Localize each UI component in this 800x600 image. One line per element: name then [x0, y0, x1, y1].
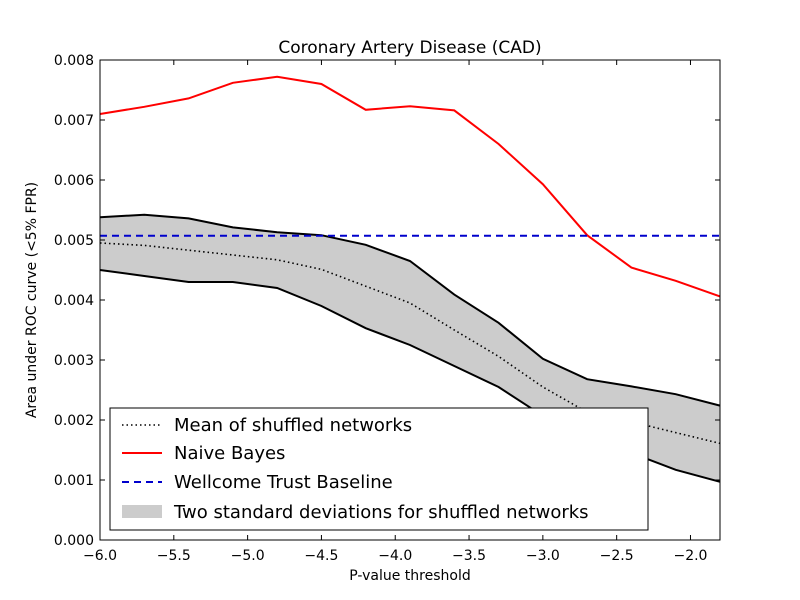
chart-title: Coronary Artery Disease (CAD): [278, 38, 541, 58]
x-axis-label: P-value threshold: [349, 568, 470, 584]
x-tick-label: −2.0: [673, 548, 707, 564]
x-tick-label: −4.5: [304, 548, 338, 564]
legend-box: [109, 407, 649, 531]
x-tick-label: −5.5: [157, 548, 191, 564]
y-tick-label: 0.007: [54, 113, 94, 129]
legend-baseline-label: Wellcome Trust Baseline: [174, 472, 393, 493]
x-tick-label: −2.5: [600, 548, 634, 564]
x-tick-label: −4.0: [378, 548, 412, 564]
x-tick-label: −3.0: [526, 548, 560, 564]
y-tick-label: 0.006: [54, 173, 94, 189]
mean-shuffled-line: [99, 242, 721, 445]
y-tick-label: 0.001: [54, 473, 94, 489]
y-tick-label: 0.002: [54, 413, 94, 429]
axis-ticks: −6.0 −5.5 −5.0 −4.5 −4.0 −3.5 −3.0 −2.5 −2.0 0.00…: [54, 53, 720, 564]
std-band-upper-line: [99, 213, 721, 407]
naive-bayes-line: [99, 75, 721, 298]
y-axis-label: Area under ROC curve (<5% FPR): [24, 182, 40, 418]
y-tick-label: 0.008: [54, 53, 94, 69]
y-tick-label: 0.005: [54, 233, 94, 249]
legend-naive-bayes-label: Naive Bayes: [174, 443, 285, 464]
x-tick-label: −5.0: [231, 548, 265, 564]
legend-band-swatch: [122, 505, 162, 518]
y-tick-label: 0.000: [54, 533, 94, 549]
x-tick-label: −6.0: [83, 548, 117, 564]
y-tick-label: 0.004: [54, 293, 94, 309]
legend-band-label: Two standard deviations for shuffled net…: [173, 502, 589, 523]
legend-mean-label: Mean of shuffled networks: [174, 415, 412, 436]
y-tick-label: 0.003: [54, 353, 94, 369]
x-tick-label: −3.5: [452, 548, 486, 564]
legend: Mean of shuffled networks Naive Bayes We…: [109, 407, 649, 531]
